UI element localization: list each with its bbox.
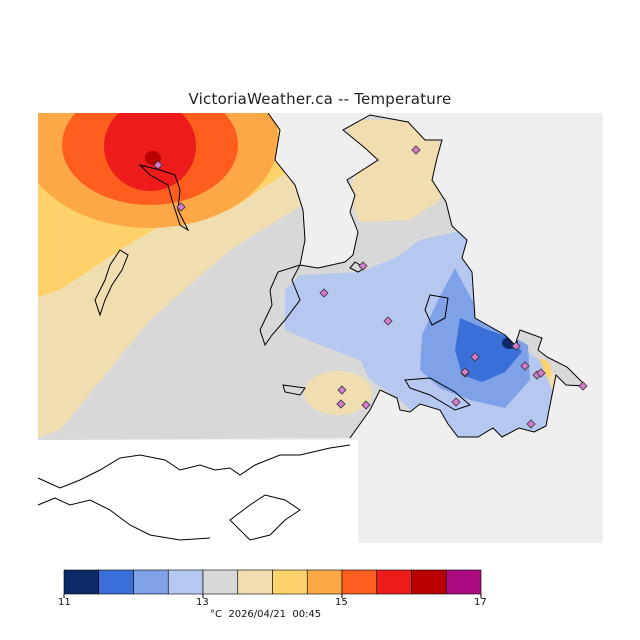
- coastlines: [37, 112, 588, 541]
- legend-swatch: [272, 569, 308, 595]
- legend-tick-13: 13: [196, 597, 209, 608]
- legend-swatch: [411, 569, 447, 595]
- south-island: [229, 494, 301, 541]
- legend-tick-11: 11: [58, 597, 71, 608]
- island-west: [94, 249, 129, 317]
- legend-tick-15: 15: [335, 597, 348, 608]
- legend-footer: °C 2026/04/21 00:45: [210, 609, 321, 620]
- legend-swatch: [202, 569, 239, 595]
- legend-swatch: [306, 569, 343, 595]
- legend-swatch: [167, 569, 204, 595]
- diamond-marker-icon[interactable]: [511, 341, 521, 351]
- timestamp: 2026/04/21 00:45: [228, 609, 322, 620]
- island-small: [282, 384, 306, 396]
- color-legend: [63, 569, 482, 598]
- diamond-marker-icon[interactable]: [383, 316, 393, 326]
- contour-11.5-12: [455, 318, 522, 382]
- contour-15.5-16: [104, 113, 196, 191]
- water-area: [38, 440, 358, 543]
- unit-label: °C: [210, 609, 222, 620]
- diamond-marker-icon[interactable]: [411, 145, 421, 155]
- contour-13.5-14-north: [345, 120, 445, 222]
- south-coast: [37, 444, 351, 541]
- legend-swatch: [63, 569, 100, 595]
- diamond-marker-icon[interactable]: [536, 368, 546, 378]
- diamond-marker-icon[interactable]: [336, 399, 346, 409]
- map-title: VictoriaWeather.ca -- Temperature: [188, 90, 452, 108]
- diamond-marker-icon[interactable]: [520, 361, 530, 371]
- diamond-marker-icon[interactable]: [470, 352, 480, 362]
- diamond-marker-icon[interactable]: [460, 367, 470, 377]
- lake-outline: [424, 294, 449, 326]
- diamond-marker-icon[interactable]: [578, 381, 588, 391]
- diamond-marker-icon[interactable]: [361, 400, 371, 410]
- legend-swatch: [341, 569, 378, 595]
- diamond-marker-icon[interactable]: [526, 419, 536, 429]
- contour-13.5-14-island: [304, 371, 372, 415]
- diamond-marker-icon[interactable]: [337, 385, 347, 395]
- diamond-marker-icon[interactable]: [176, 202, 186, 212]
- legend-swatch: [445, 569, 482, 595]
- peninsula-coast: [138, 164, 190, 232]
- diamond-marker-icon[interactable]: [319, 288, 329, 298]
- weather-stations: [153, 145, 588, 429]
- legend-swatch: [133, 569, 169, 595]
- diamond-marker-icon[interactable]: [451, 397, 461, 407]
- legend-tick-17: 17: [474, 597, 487, 608]
- legend-swatch: [376, 569, 412, 595]
- legend-swatch: [237, 569, 273, 595]
- diamond-marker-icon[interactable]: [153, 160, 163, 170]
- diamond-marker-icon[interactable]: [358, 261, 368, 271]
- legend-swatch: [98, 569, 134, 595]
- inlet-outline: [404, 377, 471, 411]
